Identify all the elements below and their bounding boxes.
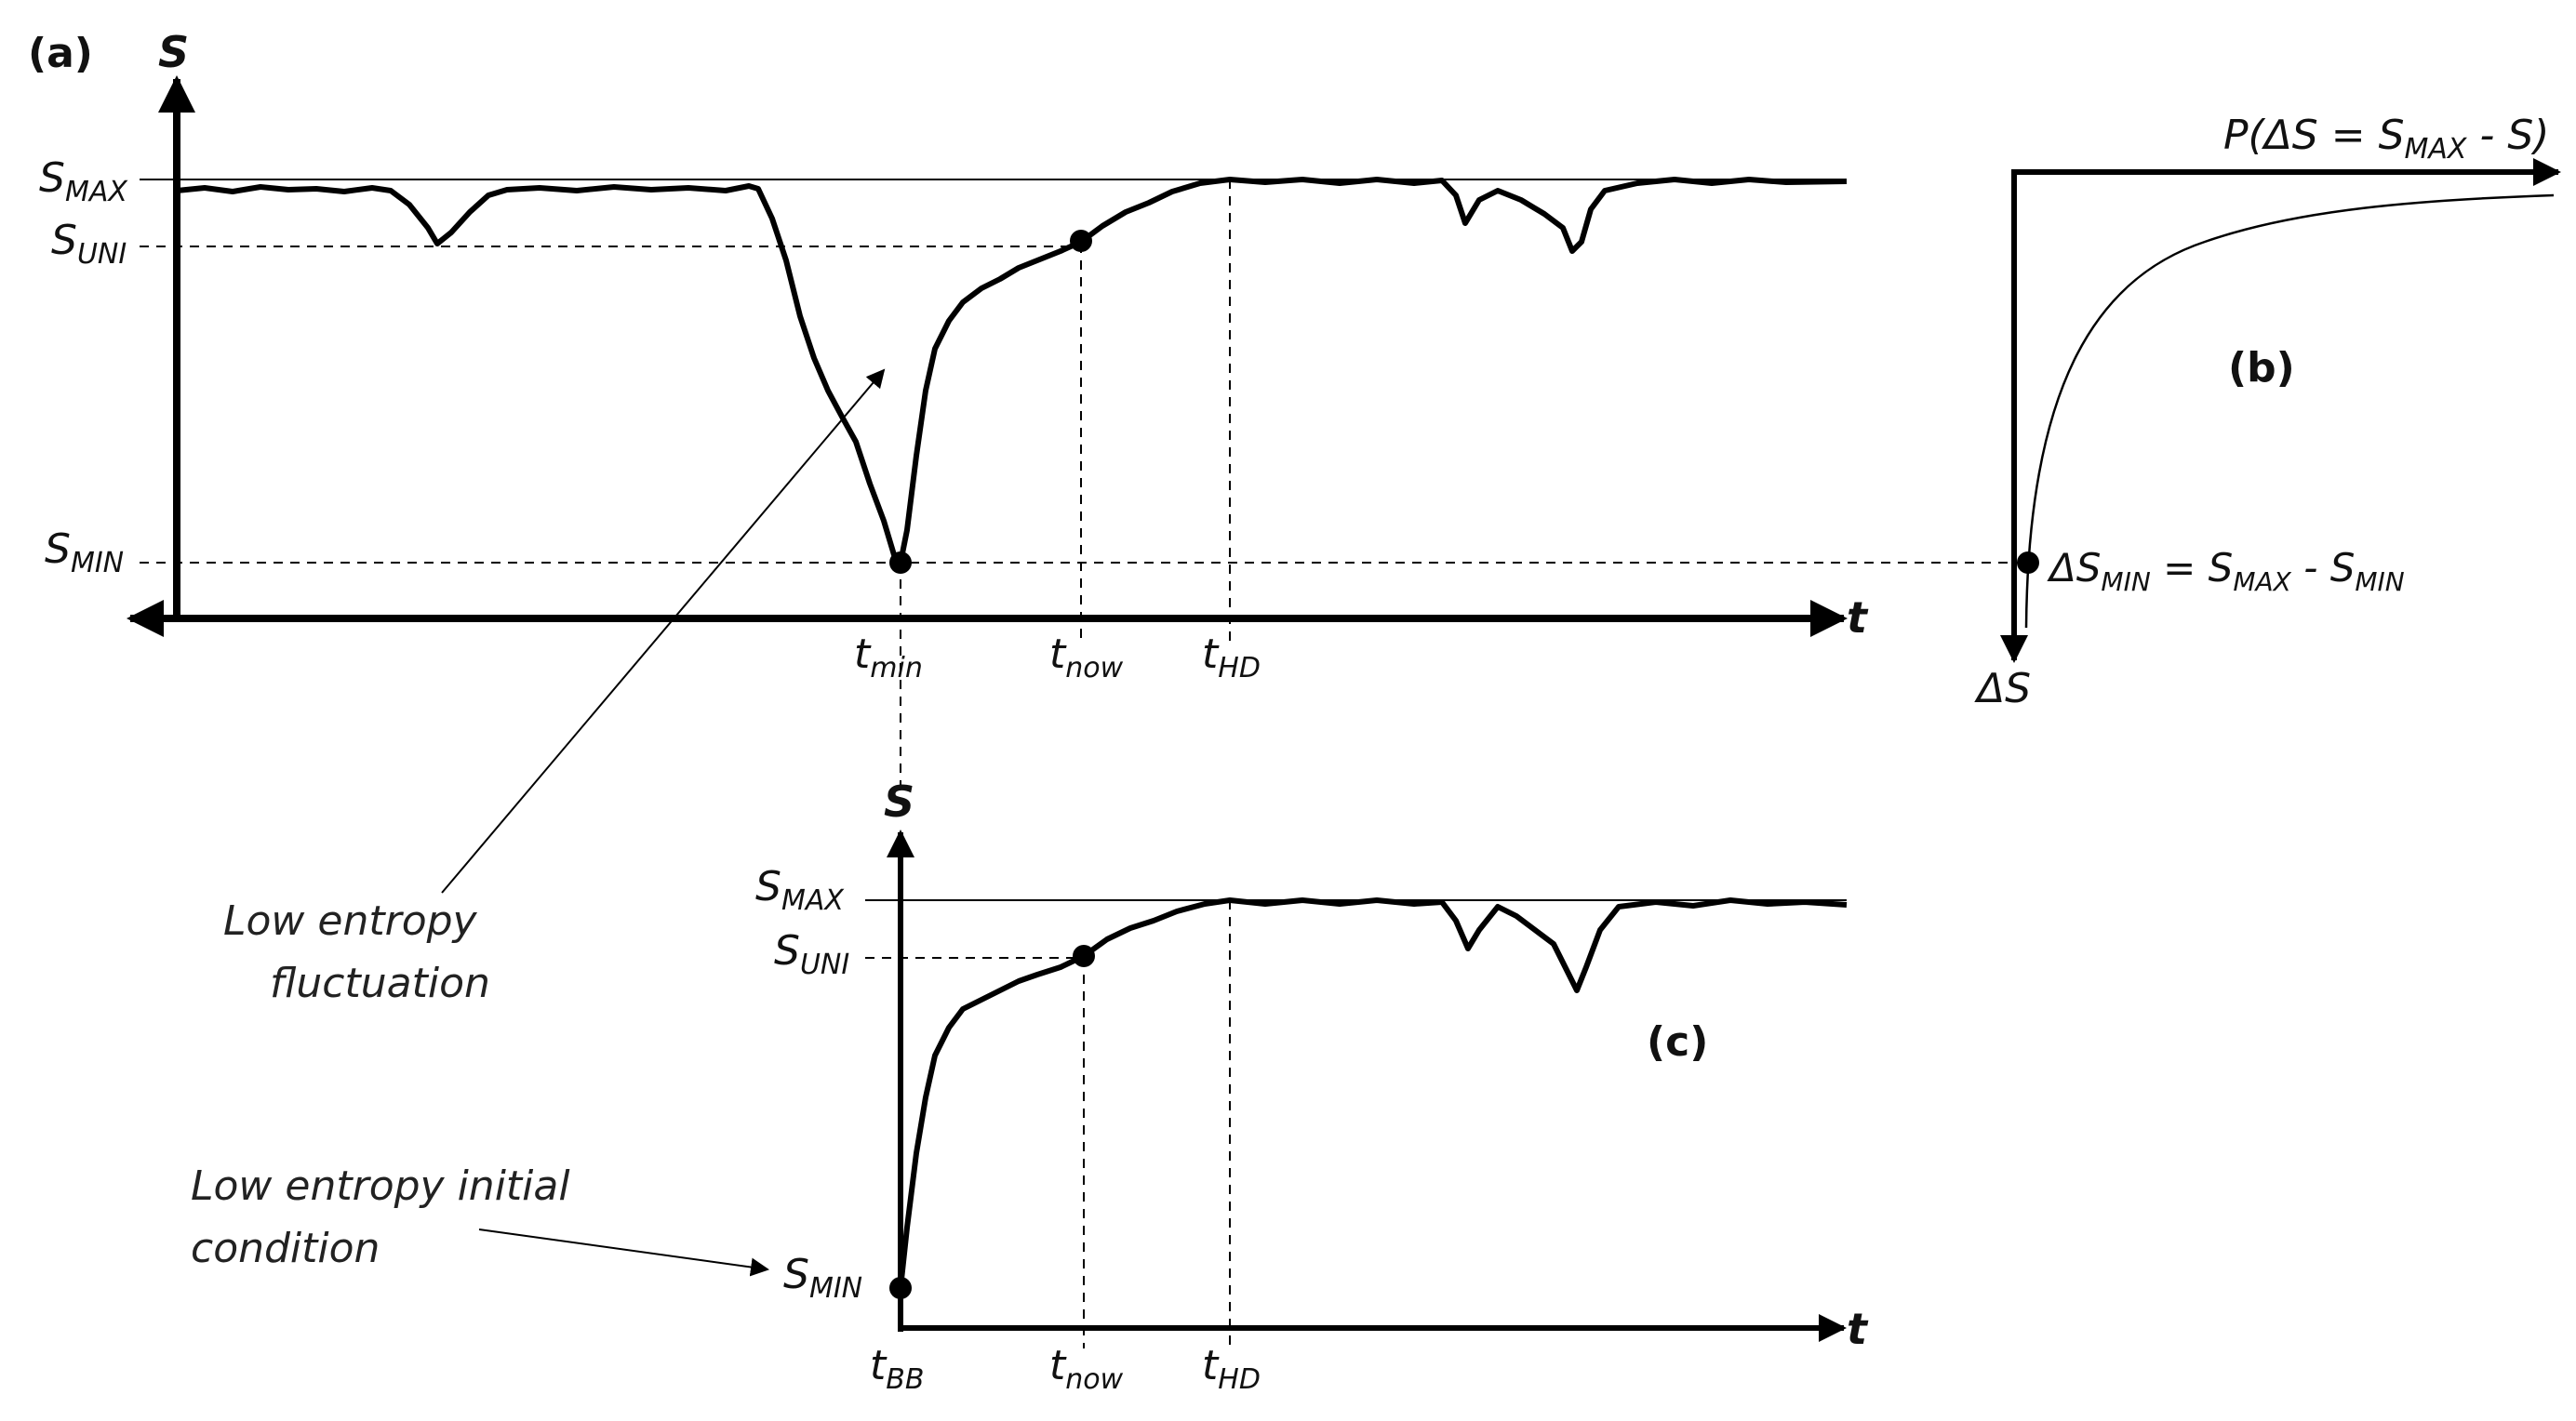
- panel-a-thd-label: tHD: [1202, 631, 1261, 684]
- panel-a-tmin-label: tmin: [854, 631, 923, 684]
- panel-a-y-axis-label: S: [158, 27, 189, 77]
- panel-a-suni-label: SUNI: [51, 217, 127, 271]
- panel-c: S t SMAX SUNI SMIN tBB tnow tHD (c) Low …: [191, 777, 1869, 1396]
- panel-a: (a) S t SMAX SUNI SMIN tmin tnow tHD Low…: [28, 27, 2028, 1007]
- panel-a-smax-label: SMAX: [39, 154, 128, 208]
- panel-b: P(ΔS = SMAX - S) ΔS ΔSMIN = SMAX - SMIN …: [1974, 112, 2561, 712]
- panel-c-smin-label: SMIN: [783, 1251, 862, 1305]
- panel-b-probability-curve: [2024, 193, 2555, 629]
- panel-c-annotation-arrow: [478, 1228, 769, 1277]
- panel-a-annotation-arrow: [441, 368, 886, 894]
- panel-b-point: [2017, 551, 2039, 574]
- panel-c-tbb-label: tBB: [870, 1342, 924, 1396]
- panel-c-y-axis-label: S: [884, 777, 914, 827]
- panel-a-tnow-label: tnow: [1049, 631, 1124, 684]
- panel-b-point-label: ΔSMIN = SMAX - SMIN: [2047, 545, 2405, 597]
- panel-c-suni-label: SUNI: [774, 927, 849, 981]
- panel-a-smin-point: [889, 551, 912, 574]
- panel-c-smax-label: SMAX: [755, 863, 845, 917]
- panel-b-x-axis-label: P(ΔS = SMAX - S): [2223, 112, 2549, 166]
- panel-c-x-axis-label: t: [1847, 1304, 1869, 1354]
- panel-c-smin-point: [889, 1277, 912, 1299]
- panel-c-tnow-label: tnow: [1049, 1342, 1124, 1396]
- panel-c-label: (c): [1647, 1018, 1708, 1066]
- panel-c-annotation-line2: condition: [191, 1225, 380, 1272]
- panel-a-entropy-curve: [176, 177, 1848, 565]
- panel-a-annotation-line2: fluctuation: [270, 960, 490, 1007]
- panel-a-suni-point: [1070, 230, 1092, 252]
- panel-b-label: (b): [2228, 344, 2295, 392]
- panel-c-annotation-line1: Low entropy initial: [191, 1162, 570, 1210]
- panel-a-smin-label: SMIN: [45, 525, 124, 579]
- panel-a-x-axis-label: t: [1847, 592, 1869, 643]
- panel-b-y-axis-label: ΔS: [1974, 665, 2031, 712]
- panel-c-thd-label: tHD: [1202, 1342, 1261, 1396]
- panel-a-label: (a): [28, 30, 93, 77]
- panel-c-entropy-curve: [898, 897, 1848, 1289]
- panel-c-suni-point: [1073, 945, 1095, 967]
- panel-a-annotation-line1: Low entropy: [223, 897, 478, 945]
